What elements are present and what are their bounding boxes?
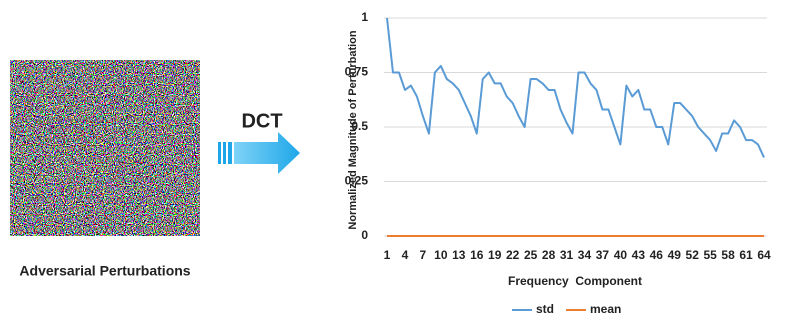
- x-tick-label: 10: [434, 248, 448, 262]
- series-line: [387, 18, 764, 158]
- y-tick-label: 0: [361, 228, 368, 242]
- x-tick-label: 28: [542, 248, 556, 262]
- x-tick-label: 46: [650, 248, 664, 262]
- figure: Adversarial Perturbations DCT Normalized…: [0, 0, 803, 320]
- transform-label: DCT: [241, 110, 282, 132]
- legend-label: mean: [590, 302, 621, 316]
- x-tick-label: 22: [506, 248, 520, 262]
- y-tick-label: 0.5: [351, 119, 368, 133]
- x-tick-label: 1: [384, 248, 391, 262]
- x-tick-label: 34: [578, 248, 592, 262]
- x-tick-label: 49: [668, 248, 682, 262]
- x-tick-label: 43: [632, 248, 646, 262]
- x-tick-label: 19: [488, 248, 502, 262]
- x-tick-label: 40: [614, 248, 628, 262]
- perturbation-image: [10, 60, 200, 236]
- legend-label: std: [536, 302, 554, 316]
- x-tick-label: 25: [524, 248, 538, 262]
- x-tick-label: 16: [470, 248, 484, 262]
- x-tick-label: 13: [452, 248, 466, 262]
- x-tick-label: 52: [686, 248, 700, 262]
- y-tick-label: 0.75: [345, 65, 369, 79]
- x-axis-title: Frequency Component: [508, 274, 642, 288]
- y-tick-label: 0.25: [345, 174, 369, 188]
- x-tick-label: 61: [739, 248, 753, 262]
- x-tick-label: 64: [757, 248, 771, 262]
- arrow: [218, 132, 300, 174]
- x-tick-label: 31: [560, 248, 574, 262]
- x-tick-label: 55: [703, 248, 717, 262]
- x-tick-label: 58: [721, 248, 735, 262]
- image-caption: Adversarial Perturbations: [19, 263, 190, 279]
- x-tick-label: 37: [596, 248, 610, 262]
- y-tick-label: 1: [361, 10, 368, 24]
- x-tick-label: 7: [420, 248, 427, 262]
- x-tick-label: 4: [402, 248, 409, 262]
